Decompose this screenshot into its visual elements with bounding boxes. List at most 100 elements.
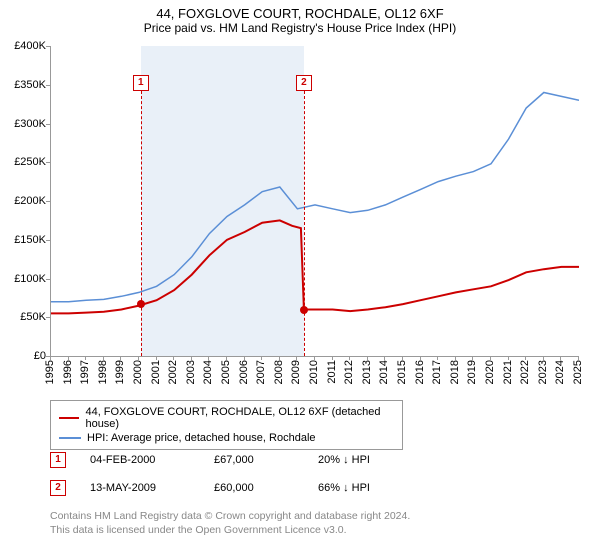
x-tick-label: 2001 bbox=[150, 360, 162, 384]
x-tick-label: 2006 bbox=[238, 360, 250, 384]
event-marker-icon: 2 bbox=[50, 480, 66, 496]
event-price: £67,000 bbox=[214, 454, 294, 466]
marker-box: 1 bbox=[133, 75, 149, 91]
legend-label: 44, FOXGLOVE COURT, ROCHDALE, OL12 6XF (… bbox=[85, 406, 394, 430]
event-marker-icon: 1 bbox=[50, 452, 66, 468]
chart-title: 44, FOXGLOVE COURT, ROCHDALE, OL12 6XF bbox=[0, 0, 600, 21]
marker-vline bbox=[141, 91, 142, 356]
x-tick-label: 2017 bbox=[431, 360, 443, 384]
y-tick-mark bbox=[46, 46, 50, 47]
event-row: 2 13-MAY-2009 £60,000 66% ↓ HPI bbox=[50, 474, 578, 502]
event-delta: 66% ↓ HPI bbox=[318, 482, 418, 494]
events-table: 1 04-FEB-2000 £67,000 20% ↓ HPI 2 13-MAY… bbox=[50, 446, 578, 502]
x-tick-mark bbox=[191, 356, 192, 360]
x-tick-mark bbox=[525, 356, 526, 360]
x-tick-label: 1997 bbox=[79, 360, 91, 384]
x-tick-mark bbox=[208, 356, 209, 360]
x-tick-mark bbox=[367, 356, 368, 360]
x-tick-mark bbox=[349, 356, 350, 360]
y-tick-mark bbox=[46, 124, 50, 125]
x-tick-label: 2010 bbox=[308, 360, 320, 384]
footnote-line: This data is licensed under the Open Gov… bbox=[50, 524, 410, 538]
x-tick-label: 2002 bbox=[167, 360, 179, 384]
y-tick-mark bbox=[46, 201, 50, 202]
x-tick-label: 2021 bbox=[502, 360, 514, 384]
x-tick-label: 2025 bbox=[572, 360, 584, 384]
marker-box: 2 bbox=[296, 75, 312, 91]
y-tick-label: £200K bbox=[0, 195, 46, 207]
y-tick-mark bbox=[46, 279, 50, 280]
x-tick-label: 2005 bbox=[220, 360, 232, 384]
x-tick-label: 2008 bbox=[273, 360, 285, 384]
x-tick-mark bbox=[261, 356, 262, 360]
x-tick-label: 1995 bbox=[44, 360, 56, 384]
event-delta: 20% ↓ HPI bbox=[318, 454, 418, 466]
legend-item: HPI: Average price, detached house, Roch… bbox=[59, 431, 394, 445]
x-tick-label: 2024 bbox=[554, 360, 566, 384]
legend-label: HPI: Average price, detached house, Roch… bbox=[87, 432, 316, 444]
x-tick-label: 2020 bbox=[484, 360, 496, 384]
x-tick-label: 2015 bbox=[396, 360, 408, 384]
x-tick-mark bbox=[508, 356, 509, 360]
marker-vline bbox=[304, 91, 305, 356]
x-tick-mark bbox=[120, 356, 121, 360]
x-tick-mark bbox=[138, 356, 139, 360]
x-tick-mark bbox=[560, 356, 561, 360]
x-tick-label: 2014 bbox=[378, 360, 390, 384]
x-tick-mark bbox=[332, 356, 333, 360]
legend-swatch-hpi bbox=[59, 437, 81, 439]
x-tick-label: 2022 bbox=[519, 360, 531, 384]
x-tick-mark bbox=[244, 356, 245, 360]
plot-area: 12 bbox=[50, 46, 579, 357]
x-tick-label: 2013 bbox=[361, 360, 373, 384]
x-tick-label: 2007 bbox=[255, 360, 267, 384]
x-tick-mark bbox=[173, 356, 174, 360]
event-date: 04-FEB-2000 bbox=[90, 454, 190, 466]
y-tick-label: £50K bbox=[0, 311, 46, 323]
y-tick-label: £400K bbox=[0, 40, 46, 52]
x-tick-label: 2019 bbox=[466, 360, 478, 384]
x-tick-label: 2012 bbox=[343, 360, 355, 384]
chart-svg bbox=[51, 46, 579, 356]
x-tick-mark bbox=[384, 356, 385, 360]
x-tick-mark bbox=[156, 356, 157, 360]
y-tick-label: £150K bbox=[0, 234, 46, 246]
x-tick-mark bbox=[437, 356, 438, 360]
x-tick-mark bbox=[314, 356, 315, 360]
x-tick-label: 2003 bbox=[185, 360, 197, 384]
x-tick-label: 2000 bbox=[132, 360, 144, 384]
x-tick-label: 2023 bbox=[537, 360, 549, 384]
chart-subtitle: Price paid vs. HM Land Registry's House … bbox=[0, 21, 600, 39]
y-tick-label: £0 bbox=[0, 350, 46, 362]
footnote: Contains HM Land Registry data © Crown c… bbox=[50, 510, 410, 537]
x-tick-label: 1999 bbox=[114, 360, 126, 384]
y-tick-label: £100K bbox=[0, 273, 46, 285]
x-tick-label: 1996 bbox=[62, 360, 74, 384]
chart-container: 44, FOXGLOVE COURT, ROCHDALE, OL12 6XF P… bbox=[0, 0, 600, 560]
x-tick-label: 2009 bbox=[290, 360, 302, 384]
line-property bbox=[51, 220, 579, 313]
x-tick-mark bbox=[402, 356, 403, 360]
x-tick-label: 2018 bbox=[449, 360, 461, 384]
x-tick-mark bbox=[455, 356, 456, 360]
x-tick-mark bbox=[578, 356, 579, 360]
y-tick-label: £250K bbox=[0, 156, 46, 168]
legend-swatch-property bbox=[59, 417, 79, 419]
event-price: £60,000 bbox=[214, 482, 294, 494]
x-tick-mark bbox=[85, 356, 86, 360]
y-tick-mark bbox=[46, 85, 50, 86]
x-tick-mark bbox=[472, 356, 473, 360]
line-hpi bbox=[51, 93, 579, 302]
y-tick-mark bbox=[46, 240, 50, 241]
y-tick-label: £300K bbox=[0, 118, 46, 130]
x-tick-mark bbox=[68, 356, 69, 360]
x-tick-label: 2011 bbox=[326, 360, 338, 384]
x-tick-label: 2016 bbox=[414, 360, 426, 384]
x-tick-mark bbox=[103, 356, 104, 360]
x-tick-label: 2004 bbox=[202, 360, 214, 384]
footnote-line: Contains HM Land Registry data © Crown c… bbox=[50, 510, 410, 524]
x-tick-label: 1998 bbox=[97, 360, 109, 384]
x-tick-mark bbox=[279, 356, 280, 360]
legend: 44, FOXGLOVE COURT, ROCHDALE, OL12 6XF (… bbox=[50, 400, 403, 450]
x-tick-mark bbox=[296, 356, 297, 360]
